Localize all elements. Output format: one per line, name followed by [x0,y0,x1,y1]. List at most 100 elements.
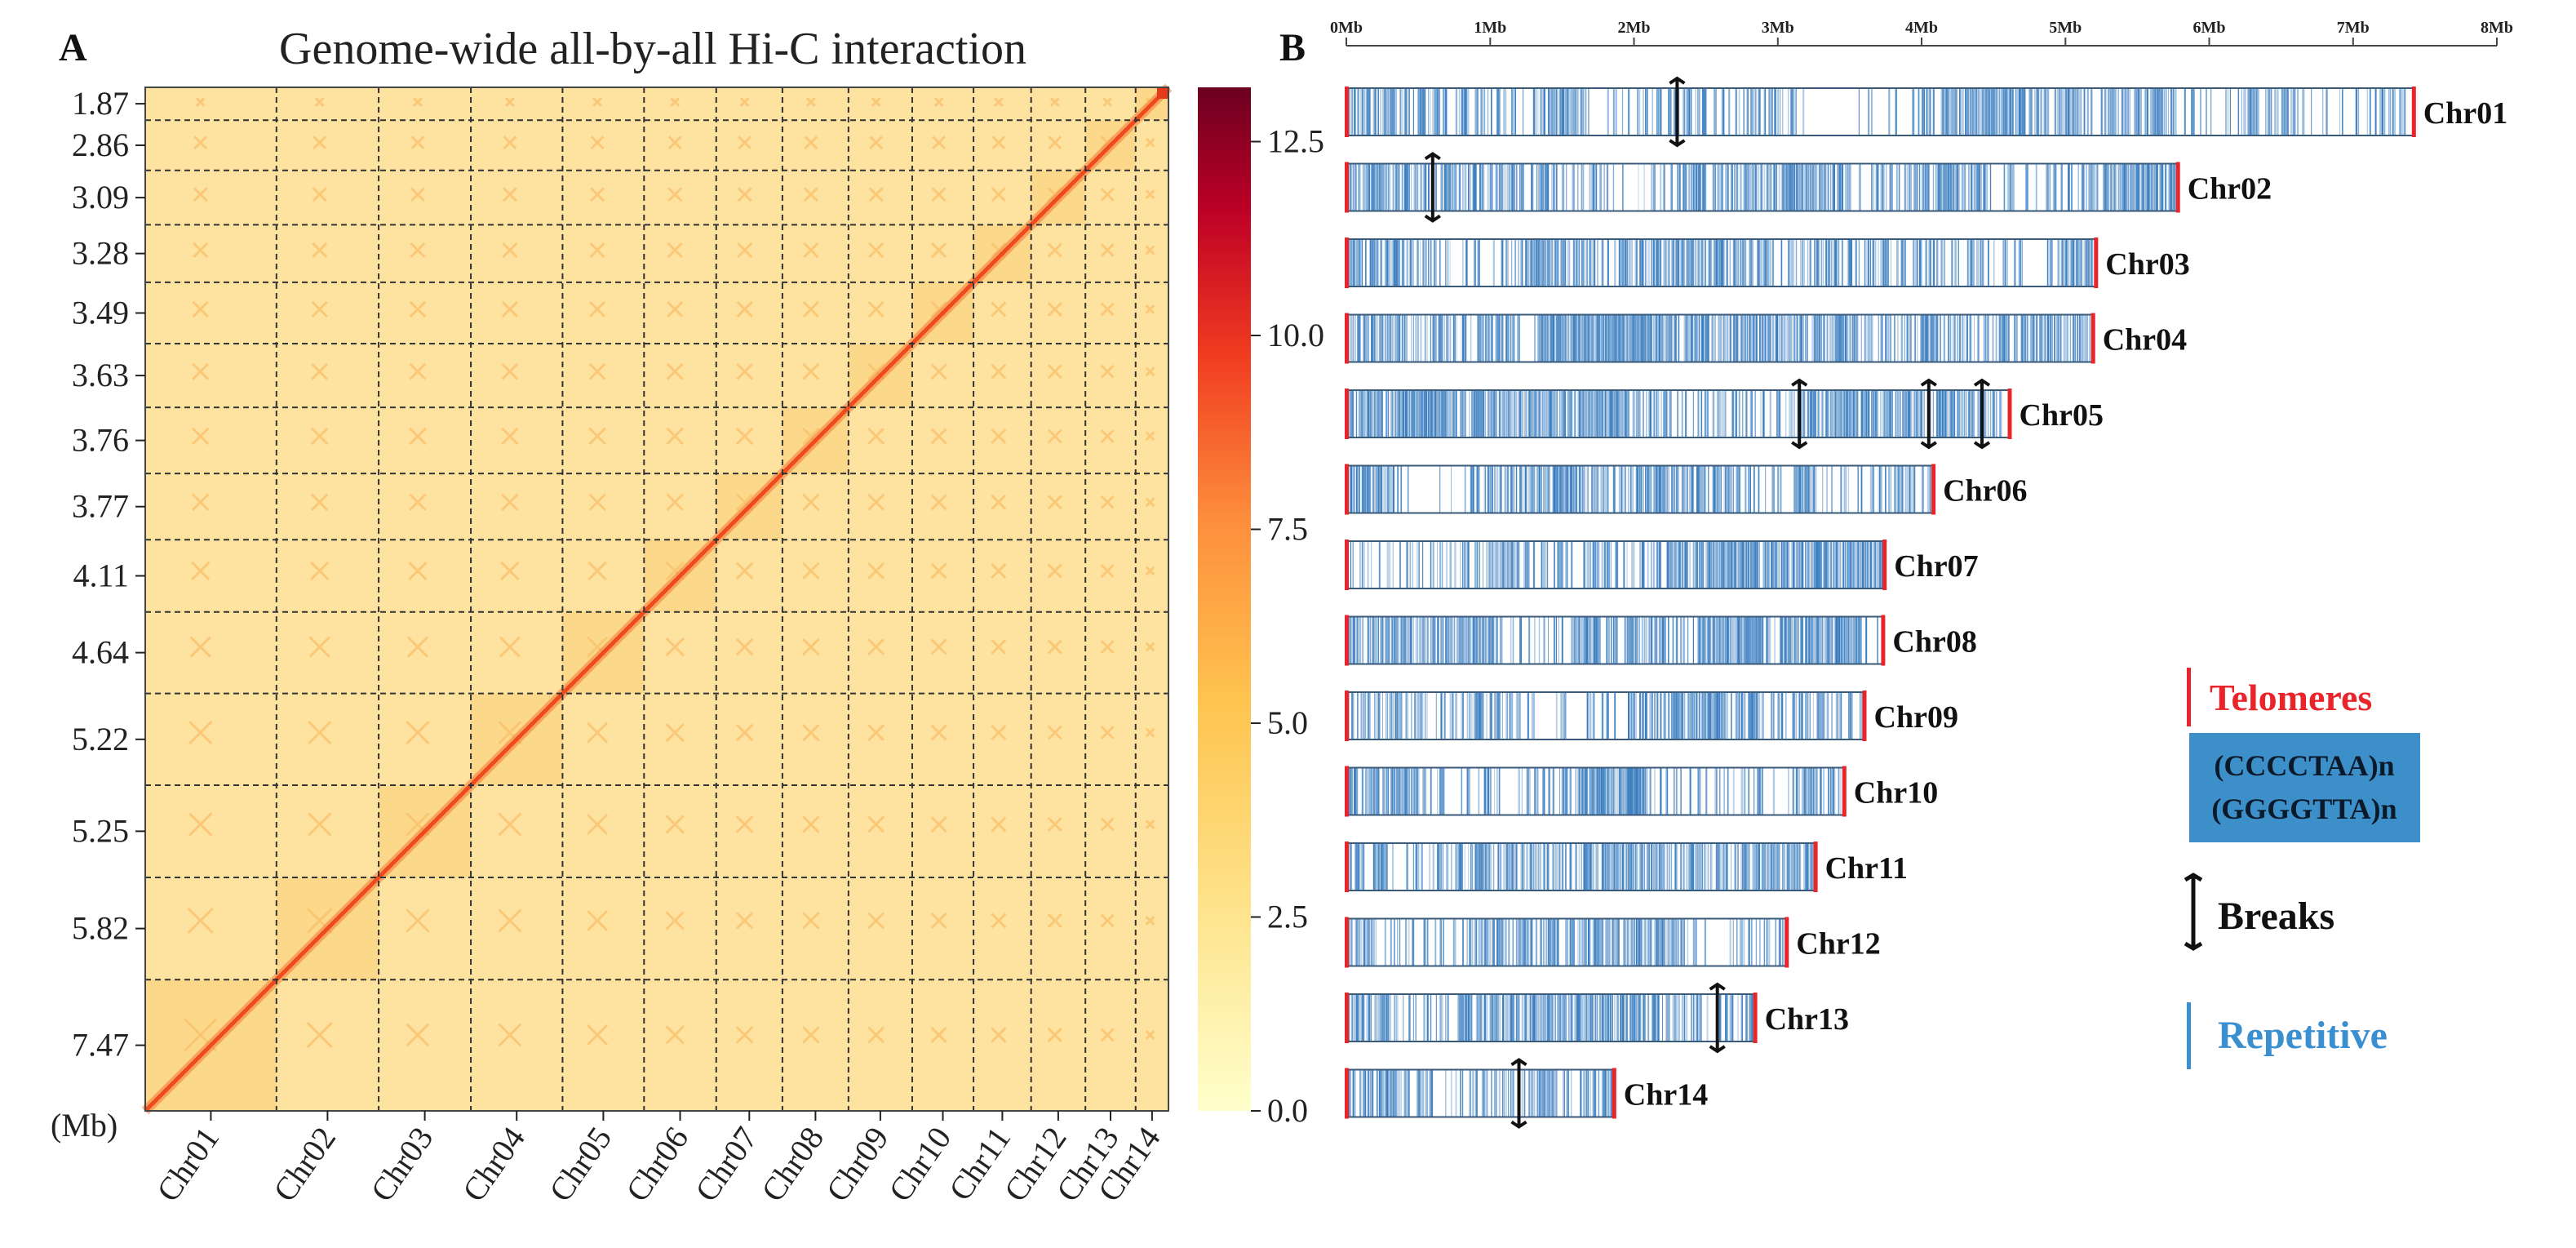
repeat-stripe [2091,164,2093,211]
repeat-stripe [1668,466,1669,513]
repeat-stripe [1643,919,1646,966]
repeat-stripe [1554,89,1556,135]
repeat-stripe [1768,542,1770,588]
repeat-stripe [1594,391,1595,437]
repeat-stripe [1475,164,1477,211]
repeat-stripe [1643,617,1646,664]
repeat-stripe [1462,995,1465,1041]
repeat-stripe [1771,542,1772,588]
repeat-stripe [1980,240,1981,286]
repeat-stripe [1680,844,1682,890]
repeat-stripe [1510,466,1512,513]
repeat-stripe [1391,617,1393,664]
repeat-stripe [2077,240,2079,286]
repeat-stripe [1734,617,1736,664]
repeat-stripe [1477,240,1479,286]
repeat-stripe [1520,466,1523,513]
repeat-stripe [1791,542,1793,588]
repeat-stripe [1768,919,1771,966]
repeat-stripe [1982,240,1984,286]
repeat-stripe [2003,164,2006,211]
colorbar-tick-label: 10.0 [1267,317,1324,353]
repeat-stripe [1700,844,1703,890]
repeat-stripe [1714,89,1716,135]
repeat-stripe [1889,164,1891,211]
repeat-stripe [1403,1070,1406,1117]
repeat-stripe [1792,693,1794,739]
repeat-stripe [1408,164,1410,211]
repeat-stripe [1704,693,1706,739]
repeat-stripe [2369,89,2371,135]
repeat-stripe [1406,617,1408,664]
repeat-stripe [1479,844,1481,890]
repeat-stripe [2149,89,2152,135]
repeat-stripe [1578,315,1581,362]
repeat-stripe [1767,844,1768,890]
repeat-stripe [1542,768,1544,815]
repeat-stripe [1422,768,1424,815]
repeat-stripe [2059,89,2061,135]
repeat-stripe [1687,315,1688,362]
repeat-stripe [1698,240,1700,286]
repeat-stripe [1597,315,1598,362]
repeat-stripe [1515,693,1518,739]
repeat-stripe [1372,919,1374,966]
repeat-stripe [1571,391,1572,437]
repeat-stripe [1696,542,1698,588]
repeat-stripe [2125,89,2126,135]
repeat-stripe [1780,617,1781,664]
repeat-stripe [1398,164,1400,211]
repeat-stripe [1649,315,1652,362]
repeat-stripe [1828,240,1830,286]
repeat-stripe [1398,768,1400,815]
repeat-stripe [1639,617,1640,664]
repeat-stripe [1418,391,1420,437]
repeat-stripe [1856,391,1858,437]
repeat-stripe [1762,240,1764,286]
repeat-stripe [1509,391,1510,437]
repeat-stripe [1695,693,1697,739]
centromere-mark [588,300,606,318]
repeat-stripe [1718,315,1719,362]
repeat-stripe [1743,919,1745,966]
repeat-stripe [1921,391,1923,437]
repeat-stripe [2082,164,2084,211]
repeat-stripe [1727,240,1728,286]
repeat-stripe [1683,164,1685,211]
repeat-stripe [1677,844,1678,890]
centromere-mark [991,494,1007,510]
repeat-stripe [1380,995,1382,1041]
centromere-mark [310,493,329,512]
telomere-start [1345,389,1349,439]
repeat-stripe [1723,768,1725,815]
chromosome-label: Chr10 [1854,776,1938,811]
repeat-stripe [1415,995,1417,1041]
repeat-stripe [1925,315,1927,362]
repeat-stripe [1597,919,1599,966]
repeat-stripe [1835,693,1838,739]
repeat-stripe [1886,164,1887,211]
repeat-stripe [1706,844,1708,890]
repeat-stripe [1430,995,1432,1041]
repeat-stripe [1537,391,1540,437]
repeat-stripe [1736,240,1738,286]
centromere-mark [667,135,682,150]
repeat-stripe [1725,466,1727,513]
repeat-stripe [1542,315,1544,362]
repeat-stripe [1793,164,1796,211]
repeat-stripe [1811,164,1814,211]
repeat-stripe [2045,315,2046,362]
repeat-stripe [2057,89,2059,135]
repeat-stripe [1840,693,1842,739]
repeat-stripe [1386,844,1388,890]
repeat-stripe [1837,391,1838,437]
repeat-stripe [1871,89,1873,135]
repeat-stripe [1984,315,1987,362]
repeat-stripe [1726,240,1728,286]
repeat-stripe [1957,164,1959,211]
repeat-stripe [1487,164,1489,211]
repeat-stripe [1720,391,1722,437]
telomere-end [1862,691,1867,741]
repeat-stripe [1825,542,1828,588]
repeat-stripe [1674,693,1675,739]
